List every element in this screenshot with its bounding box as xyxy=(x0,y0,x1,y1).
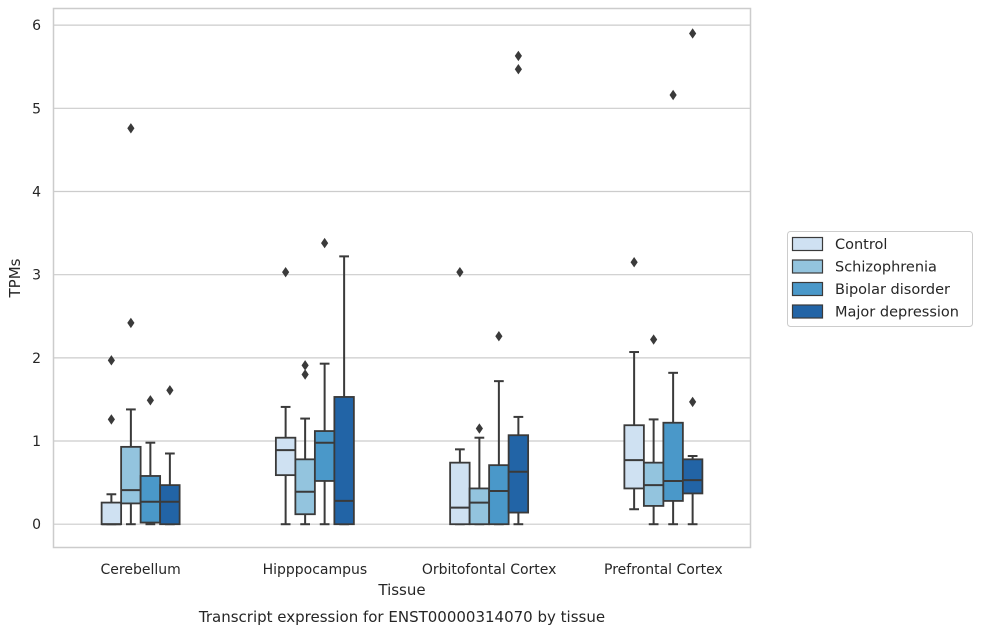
box-body xyxy=(159,484,181,526)
outlier-point xyxy=(127,123,135,134)
box-1-1 xyxy=(294,360,316,526)
y-axis-title: TPMs xyxy=(6,258,24,298)
box-2-3 xyxy=(507,50,530,526)
outlier-point xyxy=(107,414,115,425)
legend-frame xyxy=(787,231,973,327)
box-groups xyxy=(100,28,704,526)
y-tick-label: 4 xyxy=(32,184,41,200)
y-tick-labels: 0 1 2 3 4 5 6 xyxy=(32,18,41,533)
y-tick-label: 3 xyxy=(32,268,41,284)
outlier-point xyxy=(630,256,638,268)
legend-swatch xyxy=(791,236,824,252)
y-tick-label: 0 xyxy=(32,517,41,533)
box-2-1 xyxy=(468,423,491,526)
outlier-point xyxy=(456,266,464,278)
outlier-point xyxy=(301,360,309,371)
legend-swatch xyxy=(791,281,824,297)
box-body xyxy=(139,475,162,524)
outlier-point xyxy=(127,317,135,329)
box-body xyxy=(468,487,491,526)
box-1-2 xyxy=(313,237,336,526)
x-tick-label: Prefrontal Cortex xyxy=(604,562,723,578)
box-body xyxy=(294,458,316,516)
legend-swatch xyxy=(791,304,824,319)
box-body xyxy=(120,445,142,505)
box-body xyxy=(333,396,355,526)
box-0-0 xyxy=(100,355,123,526)
box-3-0 xyxy=(623,256,645,511)
box-3-3 xyxy=(681,28,704,526)
outlier-point xyxy=(650,334,658,345)
legend-label: Major depression xyxy=(835,305,959,321)
box-body xyxy=(274,436,297,477)
x-tick-label: Cerebellum xyxy=(101,562,181,578)
box-0-3 xyxy=(159,385,181,526)
outlier-point xyxy=(107,355,115,366)
outlier-point xyxy=(514,50,522,62)
legend-label: Bipolar disorder xyxy=(835,282,950,298)
x-axis-title: Tissue xyxy=(377,581,425,599)
box-body xyxy=(488,464,510,526)
box-1-0 xyxy=(274,266,297,526)
outlier-point xyxy=(669,89,677,101)
box-body xyxy=(681,458,704,495)
x-tick-label: Orbitofontal Cortex xyxy=(422,562,557,578)
outlier-point xyxy=(166,385,174,396)
box-body xyxy=(623,424,645,490)
y-tick-label: 2 xyxy=(32,351,41,367)
box-body xyxy=(313,430,336,482)
legend-label: Control xyxy=(835,237,887,253)
box-0-1 xyxy=(120,123,142,526)
box-1-3 xyxy=(333,255,355,526)
outlier-point xyxy=(689,28,697,39)
box-body xyxy=(449,461,471,526)
outlier-point xyxy=(301,369,309,380)
outlier-point xyxy=(146,395,154,406)
outlier-point xyxy=(321,237,329,249)
outlier-point xyxy=(514,64,522,75)
y-tick-label: 1 xyxy=(32,434,41,450)
box-body xyxy=(507,434,530,514)
outlier-point xyxy=(282,266,290,278)
legend-swatch xyxy=(791,259,824,274)
outlier-point xyxy=(475,423,483,434)
box-body xyxy=(662,421,684,502)
legend: Control Schizophrenia Bipolar disorder Majo… xyxy=(787,231,973,327)
chart-caption: Transcript expression for ENST0000031407… xyxy=(198,608,605,626)
x-tick-labels: Cerebellum Hipppocampus Orbitofontal Corte… xyxy=(101,562,723,578)
x-tick-label: Hipppocampus xyxy=(263,562,368,578)
y-tick-label: 6 xyxy=(32,18,41,34)
box-3-1 xyxy=(642,334,665,526)
outlier-point xyxy=(495,331,503,342)
outlier-point xyxy=(689,396,697,408)
legend-label: Schizophrenia xyxy=(835,260,937,276)
box-body xyxy=(100,501,123,526)
y-tick-label: 5 xyxy=(32,101,41,117)
